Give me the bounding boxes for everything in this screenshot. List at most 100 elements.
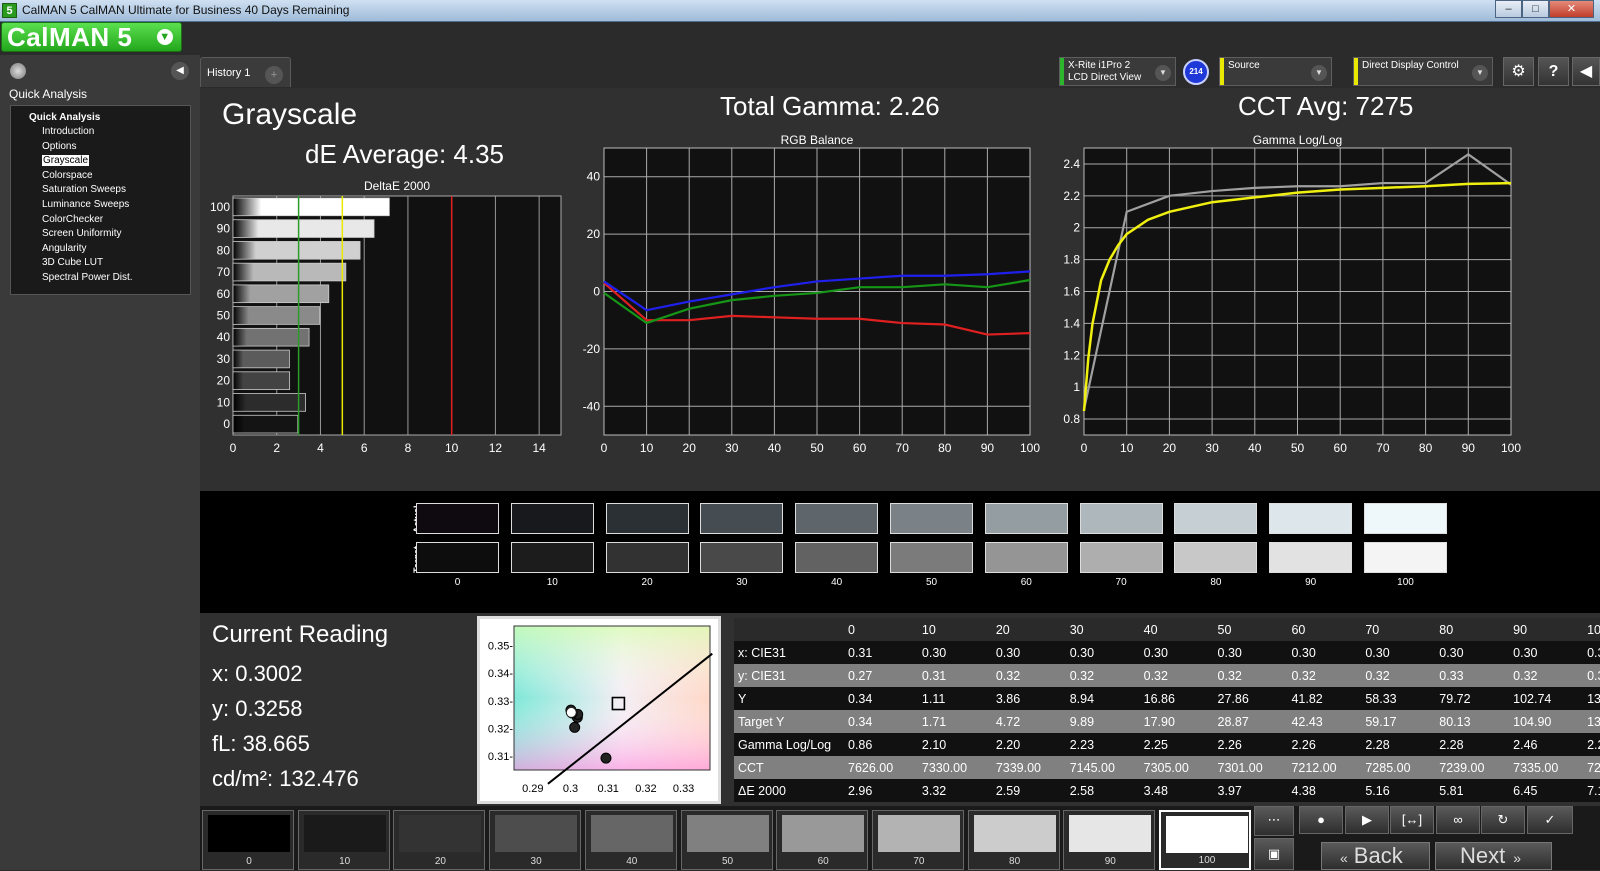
series-line <box>603 270 1031 312</box>
table-cell: 4.38 <box>1291 783 1316 798</box>
patch-selector-100[interactable]: 100 <box>1159 810 1251 870</box>
app-logo-button[interactable]: CalMAN 5 ▼ <box>1 22 182 52</box>
refresh-button[interactable]: ↻ <box>1481 806 1525 834</box>
y-tick-label: 40 <box>587 170 601 184</box>
display-status-bar <box>1354 58 1358 85</box>
maximize-icon[interactable]: □ <box>1522 0 1549 18</box>
table-cell: 2.28 <box>1439 737 1464 752</box>
chevron-down-icon[interactable]: ▼ <box>1472 65 1488 81</box>
table-cell: 28.87 <box>1217 714 1249 729</box>
collapse-panel-icon[interactable]: ◀ <box>171 62 189 80</box>
y-tick-label: 0.32- <box>488 723 513 735</box>
patch-color-chip <box>208 815 290 852</box>
stop-continuous-button[interactable]: ▣ <box>1254 838 1294 870</box>
row-label: x: CIE31 <box>738 645 786 660</box>
table-cell: 0.30 <box>1143 645 1168 660</box>
sidebar-item-options[interactable]: Options <box>11 140 190 155</box>
tab-history-1[interactable]: History 1 + <box>200 57 291 87</box>
chevron-down-icon[interactable]: ▼ <box>1155 65 1171 81</box>
patch-selector-90[interactable]: 90 <box>1063 810 1156 870</box>
table-cell: 5.81 <box>1439 783 1464 798</box>
patch-color-chip <box>495 815 578 852</box>
confirm-button[interactable]: ✓ <box>1527 806 1573 834</box>
x-tick-label: 40 <box>1248 441 1262 455</box>
sidebar-item-introduction[interactable]: Introduction <box>11 125 190 140</box>
sidebar-item-colorspace[interactable]: Colorspace <box>11 169 190 184</box>
x-tick-label: 0.3 <box>563 783 578 795</box>
x-tick-label: 60 <box>853 441 867 455</box>
chevron-down-icon[interactable]: ▼ <box>1311 65 1327 81</box>
patch-selector-70[interactable]: 70 <box>871 810 964 870</box>
display-selector[interactable]: Direct Display Control ▼ <box>1353 57 1493 86</box>
stop-button[interactable]: ● <box>1299 806 1343 834</box>
patch-selector-10[interactable]: 10 <box>297 810 390 870</box>
close-icon[interactable]: ✕ <box>1549 0 1594 18</box>
measure-range-button[interactable]: [↔] <box>1390 806 1434 834</box>
tree-group-quick-analysis[interactable]: Quick Analysis <box>29 112 101 123</box>
x-tick-label: 2 <box>273 441 280 455</box>
patch-label: 90 <box>1104 856 1116 867</box>
source-selector[interactable]: Source ▼ <box>1219 57 1332 86</box>
column-header: 40 <box>1143 622 1158 637</box>
table-cell: 7285.00 <box>1365 760 1411 775</box>
target-swatch <box>1174 542 1258 573</box>
sidebar-item-luminance-sweeps[interactable]: Luminance Sweeps <box>11 198 190 213</box>
patch-selector-80[interactable]: 80 <box>967 810 1060 870</box>
minimize-icon[interactable]: – <box>1495 0 1522 18</box>
y-tick-label: 0.31- <box>488 751 513 763</box>
table-header-row: 0 10 20 30 40 50 60 70 80 90 100 <box>734 618 1600 641</box>
table-cell: 0.27 <box>848 668 873 683</box>
swatch-label: 100 <box>1397 577 1414 588</box>
table-cell: 0.33 <box>1439 668 1464 683</box>
patch-selector-40[interactable]: 40 <box>584 810 677 870</box>
help-button[interactable]: ? <box>1538 57 1569 86</box>
sidebar-item-screen-uniformity[interactable]: Screen Uniformity <box>11 227 190 242</box>
table-cell: 7301.00 <box>1217 760 1263 775</box>
sidebar-item-angularity[interactable]: Angularity <box>11 242 190 257</box>
patch-selector-60[interactable]: 60 <box>776 810 869 870</box>
table-cell: 1.11 <box>921 691 946 706</box>
settings-button[interactable]: ⚙ <box>1503 57 1534 86</box>
sidebar-item-grayscale[interactable]: Grayscale <box>11 154 190 169</box>
play-button[interactable]: ▶ <box>1345 806 1389 834</box>
loop-button[interactable]: ∞ <box>1436 806 1480 834</box>
back-button[interactable]: « Back <box>1321 842 1430 870</box>
table-cell: 0.34 <box>848 714 873 729</box>
meter-reading-badge[interactable]: 214 <box>1183 59 1209 85</box>
patch-selector-50[interactable]: 50 <box>680 810 773 870</box>
next-button[interactable]: Next » <box>1435 842 1552 870</box>
sidebar-item-colorchecker[interactable]: ColorChecker <box>11 213 190 228</box>
table-cell: 0.32 <box>995 668 1021 683</box>
sidebar-item-label: Options <box>42 140 77 152</box>
actual-swatch <box>890 503 973 534</box>
x-tick-label: 0.29 <box>522 783 543 795</box>
table-cell: 80.13 <box>1439 714 1471 729</box>
meter-selector[interactable]: X-Rite i1Pro 2 LCD Direct View ▼ <box>1059 57 1176 86</box>
patch-label: 20 <box>434 856 446 867</box>
add-tab-icon[interactable]: + <box>265 66 283 84</box>
bar <box>232 349 290 369</box>
table-cell: 27.86 <box>1217 691 1249 706</box>
table-cell: 0.30 <box>1587 645 1600 660</box>
column-header: 0 <box>848 622 855 637</box>
patch-selector-30[interactable]: 30 <box>489 810 582 870</box>
category-label: 0 <box>223 417 230 431</box>
record-control-button[interactable]: ⋯ <box>1254 806 1294 836</box>
chevron-down-icon[interactable]: ▼ <box>157 29 173 45</box>
swatch-label: 50 <box>925 577 938 588</box>
y-tick-label: 1.6 <box>1063 285 1080 299</box>
table-cell: 0.30 <box>995 645 1021 660</box>
row-label: ΔE 2000 <box>738 783 786 798</box>
table-cell: 7626.00 <box>848 760 894 775</box>
sidebar-item-spectral-power-dist-[interactable]: Spectral Power Dist. <box>11 271 190 286</box>
patch-selector-0[interactable]: 0 <box>202 810 294 870</box>
plot-frame <box>603 147 1031 436</box>
patch-color-chip <box>973 815 1056 852</box>
patch-selector-20[interactable]: 20 <box>393 810 486 870</box>
table-cell: 7239.00 <box>1439 760 1485 775</box>
sidebar-item-label: Screen Uniformity <box>42 228 122 240</box>
sidebar-item-3d-cube-lut[interactable]: 3D Cube LUT <box>11 256 190 271</box>
collapse-right-button[interactable]: ◀ <box>1572 57 1600 86</box>
x-tick-label: 50 <box>810 441 824 455</box>
sidebar-item-saturation-sweeps[interactable]: Saturation Sweeps <box>11 183 190 198</box>
